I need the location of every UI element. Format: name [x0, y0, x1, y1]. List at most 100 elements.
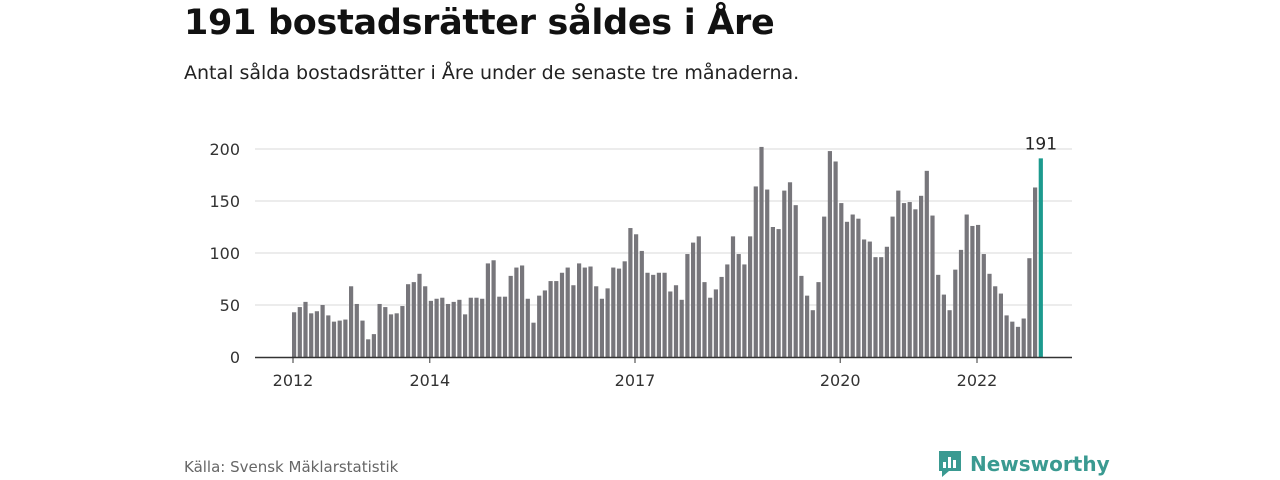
bar [668, 291, 673, 357]
bar [468, 297, 473, 357]
bar [810, 310, 815, 357]
bar [463, 314, 468, 357]
bar [611, 267, 616, 357]
bar [867, 241, 872, 357]
bar [1033, 187, 1038, 357]
bar [770, 227, 775, 357]
bar [445, 303, 451, 357]
bar [907, 202, 912, 357]
bar [696, 236, 701, 357]
bar [1021, 318, 1026, 357]
bar [423, 286, 428, 357]
bar [919, 195, 924, 357]
bar [474, 297, 479, 357]
bar [708, 297, 713, 357]
bar [958, 249, 964, 357]
newsworthy-logo-icon [939, 451, 961, 477]
bar [514, 267, 519, 357]
bars [292, 146, 1043, 357]
bar [554, 281, 559, 357]
bar [628, 228, 633, 357]
bar [326, 315, 331, 357]
bar [491, 260, 496, 357]
bar [520, 265, 525, 357]
bar [884, 246, 889, 357]
x-axis-ticks: 2012 2014 2017 2020 2022 [273, 357, 998, 390]
bar [457, 299, 462, 357]
bar [713, 289, 718, 357]
bar [879, 257, 884, 357]
bar [360, 320, 365, 357]
bar [679, 299, 684, 357]
bar [331, 321, 337, 357]
bar [1010, 321, 1015, 357]
bar [896, 190, 901, 357]
bar [805, 295, 810, 357]
bar [303, 301, 308, 357]
bar [799, 275, 804, 357]
bar [748, 236, 753, 357]
bar [998, 293, 1003, 357]
bar [736, 254, 741, 357]
bar [349, 286, 354, 357]
y-axis-ticks: 0 50 100 150 200 [209, 140, 240, 367]
bar [702, 282, 707, 357]
y-tick-label: 150 [209, 192, 240, 211]
bar [947, 310, 952, 357]
x-tick-label: 2022 [957, 371, 998, 390]
chart-title: 191 bostadsrätter såldes i Åre [184, 3, 775, 43]
bar [343, 319, 348, 357]
source-note: Källa: Svensk Mäklarstatistik [184, 458, 399, 476]
y-tick-label: 100 [209, 244, 240, 263]
bar [394, 313, 399, 357]
bar [964, 214, 969, 357]
chart-subtitle: Antal sålda bostadsrätter i Åre under de… [184, 62, 800, 84]
bar [793, 205, 798, 357]
bar [719, 276, 724, 357]
bar [434, 298, 439, 357]
bar [725, 264, 730, 357]
highlight-value-label: 191 [1025, 134, 1057, 154]
bar [406, 284, 411, 357]
bar [571, 285, 576, 357]
bar [480, 298, 485, 357]
y-tick-label: 0 [230, 348, 240, 367]
bar [297, 307, 302, 357]
bar [354, 303, 359, 357]
bar [924, 170, 929, 357]
bar [787, 182, 793, 357]
bar [673, 285, 679, 357]
bar [822, 216, 827, 357]
bar [873, 257, 878, 357]
bar [662, 272, 667, 357]
bar [953, 269, 958, 357]
bar [890, 216, 895, 357]
bar [525, 298, 530, 357]
bar [366, 339, 371, 357]
bar [400, 306, 405, 357]
bar [599, 298, 604, 357]
bar [616, 268, 622, 357]
bar [730, 236, 736, 357]
bar-chart: 0 50 100 150 200 2012 2014 2017 2020 2022 191 [209, 134, 1072, 390]
bar [292, 312, 297, 357]
bar [594, 286, 599, 357]
bar [976, 224, 981, 357]
bar [930, 215, 935, 357]
bar [656, 272, 661, 357]
y-tick-label: 200 [209, 140, 240, 159]
bar [970, 225, 975, 357]
x-tick-label: 2014 [409, 371, 450, 390]
bar [371, 334, 376, 357]
bar [485, 263, 490, 357]
x-tick-label: 2012 [273, 371, 314, 390]
bar [388, 314, 394, 357]
bar [993, 286, 998, 357]
bar [645, 272, 650, 357]
bar [913, 209, 918, 357]
bar [337, 320, 342, 357]
bar [508, 275, 513, 357]
bar [542, 290, 547, 357]
brand-logo: Newsworthy [937, 449, 1110, 479]
bar [559, 272, 565, 357]
